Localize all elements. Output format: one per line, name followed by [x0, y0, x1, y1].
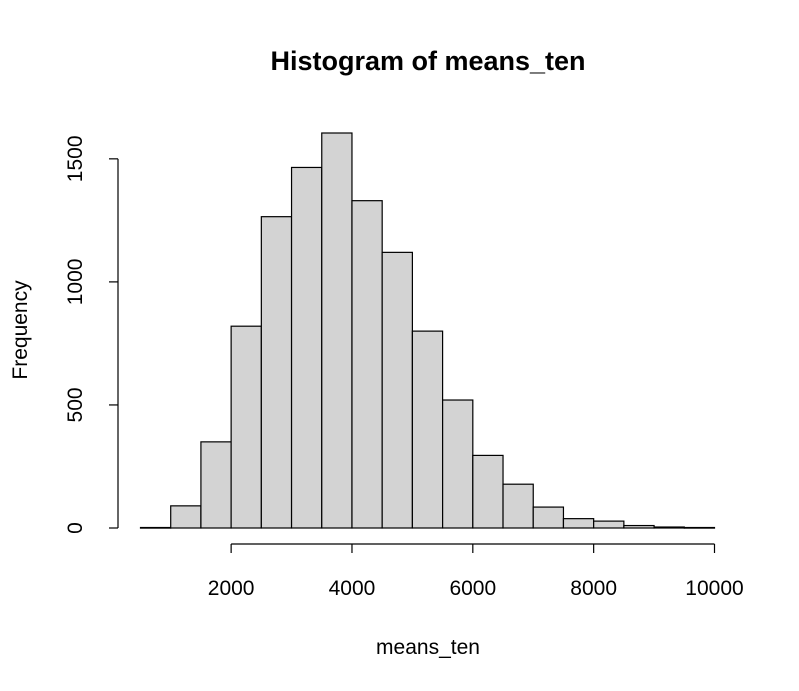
histogram-bar [260, 216, 293, 529]
histogram-bar [170, 505, 202, 529]
histogram-bar [442, 399, 474, 529]
histogram-bar [472, 454, 504, 529]
y-tick-label: 1500 [64, 135, 87, 182]
histogram-bar [351, 200, 383, 529]
x-tick-label: 6000 [449, 577, 496, 600]
x-tick-label: 4000 [329, 577, 376, 600]
histogram-bar [139, 526, 172, 529]
histogram-bar [290, 166, 323, 529]
histogram-bar [411, 330, 444, 529]
histogram-bar [653, 526, 685, 529]
histogram-bar [532, 506, 565, 529]
x-tick-label: 10000 [685, 577, 743, 600]
y-tick-label: 0 [64, 522, 87, 534]
histogram-bar [321, 132, 353, 529]
histogram-bar [593, 520, 625, 529]
bars-group [139, 132, 716, 529]
x-axis-label: means_ten [376, 636, 480, 659]
x-tick-label: 2000 [208, 577, 255, 600]
y-axis-label: Frequency [9, 280, 32, 380]
histogram-bar [200, 441, 232, 529]
histogram-bar [562, 518, 595, 529]
x-axis: 2000 4000 6000 8000 10000 [208, 543, 744, 600]
y-tick-label: 1000 [64, 259, 87, 306]
x-tick-label: 8000 [570, 577, 617, 600]
histogram-bar [683, 526, 716, 529]
histogram-bar [623, 524, 655, 529]
y-axis: 0 500 1000 1500 [64, 135, 119, 534]
histogram-bar [502, 483, 534, 529]
histogram-bar [381, 251, 413, 529]
histogram-bar [230, 325, 262, 529]
chart-title: Histogram of means_ten [270, 46, 585, 76]
y-tick-label: 500 [64, 387, 87, 422]
